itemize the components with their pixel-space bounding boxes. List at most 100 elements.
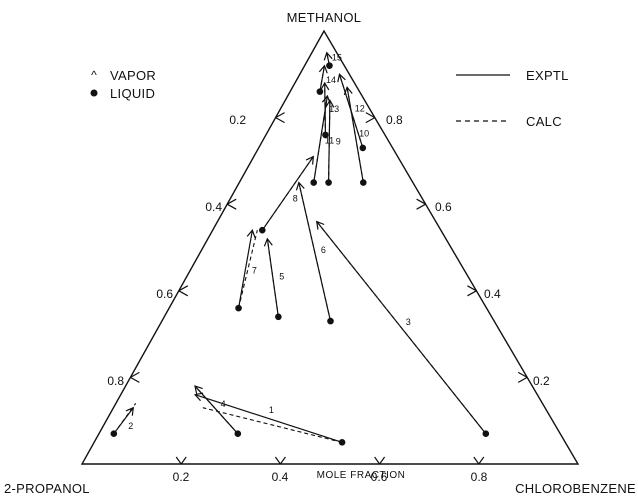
legend: ^ VAPOR LIQUID EXPTL CALC [90,68,569,129]
tie-line-label-1: 1 [269,405,274,415]
liquid-point-8 [258,226,266,234]
liquid-point-6 [327,317,334,325]
vertex-label-top: METHANOL [287,10,362,25]
tick-label-bottom-2: 0.4 [272,470,289,484]
liquid-point-11 [310,179,318,186]
tie-line-label-15: 15 [332,52,342,62]
tie-line-label-3: 3 [406,317,411,327]
tick-label-right-4: 0.2 [533,374,550,388]
legend-vapor-label: VAPOR [110,68,156,83]
tick-mark-bottom-3 [374,456,381,465]
tick-mark-bottom-2 [274,456,281,465]
tick-mark-left-3 [178,285,189,292]
tick-mark-right-b-4 [365,117,376,124]
tick-mark-bottom-b-1 [180,456,187,465]
liquid-point-7 [235,304,242,312]
tie-line-label-4: 4 [221,399,226,409]
legend-liquid-marker [90,89,98,97]
tick-label-bottom-3: 0.6 [371,470,388,484]
tick-label-bottom-4: 0.8 [471,470,488,484]
tie-line-label-14: 14 [326,75,336,85]
vapor-point-14 [318,64,328,74]
tick-mark-right-1 [517,371,528,378]
liquid-point-3 [482,430,490,437]
vapor-point-15 [323,51,333,61]
tie-line-label-12: 12 [355,103,365,113]
tie-line-label-8: 8 [293,194,298,204]
vapor-point-2 [125,406,135,416]
vapor-point-13 [320,81,330,91]
tick-label-right-2: 0.6 [435,200,452,214]
tie-line-7-calc [238,230,258,309]
tick-mark-right-b-3 [416,203,426,210]
tick-label-bottom-1: 0.2 [173,470,190,484]
tie-line-1-exptl [194,394,343,443]
tie-line-label-10: 10 [359,128,369,138]
tie-line-7-exptl [237,230,253,309]
vapor-point-11 [321,94,331,104]
tick-label-right-3: 0.4 [484,287,501,301]
vapor-point-8 [305,155,315,165]
tie-line-label-13: 13 [329,104,339,114]
tick-label-left-3: 0.6 [156,287,173,301]
legend-calc-label: CALC [526,114,562,129]
liquid-point-12 [359,144,367,152]
triangle-frame [80,29,580,465]
tie-line-5-calc [266,238,279,317]
liquid-point-9 [325,179,332,186]
tie-line-6-calc [298,182,332,322]
liquid-point-13 [322,131,329,139]
liquid-point-15 [326,62,333,69]
tick-mark-left-b-3 [178,290,189,297]
liquid-point-10 [360,179,367,186]
liquid-point-5 [275,313,282,321]
tick-mark-left-2 [226,198,237,205]
tick-mark-right-b-2 [467,290,477,297]
tick-mark-left-4 [130,371,140,378]
axis-title: MOLE FRACTION [317,470,406,481]
legend-vapor-marker: ^ [91,68,97,82]
tie-line-10-calc [346,87,364,183]
tie-line-label-5: 5 [279,272,284,282]
liquid-point-4 [234,430,242,437]
tie-line-8-calc [261,156,314,231]
vapor-point-1 [193,392,204,402]
tie-line-9-exptl [327,100,331,183]
tick-marks [130,112,528,465]
vertex-label-bottom-left: 2-PROPANOL [4,481,90,496]
tie-line-label-6: 6 [321,245,326,255]
liquid-point-1 [338,439,346,446]
vapor-point-7 [246,228,256,238]
legend-exptl-label: EXPTL [526,68,569,83]
vapor-point-12 [337,73,346,83]
tie-line-4-calc [194,385,239,435]
tick-label-left-1: 0.2 [229,113,246,127]
tick-mark-left-b-2 [226,203,237,210]
liquid-point-14 [316,88,324,95]
tick-mark-right-4 [365,112,376,119]
vapor-point-3 [315,220,325,230]
tick-mark-bottom-1 [175,456,182,465]
tick-label-right-1: 0.8 [386,113,403,127]
tick-mark-bottom-4 [473,456,480,465]
tie-line-label-2: 2 [128,421,133,431]
tick-label-left-2: 0.4 [205,200,222,214]
vertex-label-bottom-right: CHLOROBENZENE [515,481,636,496]
tie-line-3-calc [316,221,487,435]
vapor-point-5 [263,237,273,247]
tick-mark-right-2 [467,285,477,292]
tie-line-label-7: 7 [252,266,257,276]
tick-mark-left-1 [275,112,285,119]
vapor-point-4 [194,385,203,395]
vapor-point-9 [325,99,335,108]
tie-line-13-calc [324,82,326,135]
tie-line-14-calc [319,65,326,92]
tick-mark-bottom-b-4 [478,456,485,465]
tie-line-12-calc [338,74,364,149]
tick-mark-left-b-1 [275,117,285,124]
tick-label-left-4: 0.8 [107,374,124,388]
tick-mark-left-b-4 [130,376,140,383]
tie-line-1-calc [202,407,343,443]
